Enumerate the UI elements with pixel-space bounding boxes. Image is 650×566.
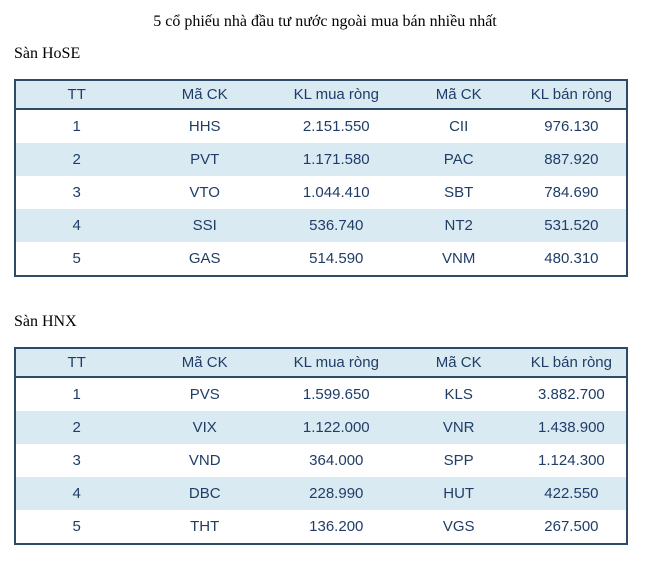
table-cell: 2.151.550 bbox=[272, 109, 401, 143]
table-cell: 1 bbox=[15, 377, 138, 411]
table-row: 4 DBC 228.990 HUT 422.550 bbox=[15, 477, 627, 510]
table-row: 3 VND 364.000 SPP 1.124.300 bbox=[15, 444, 627, 477]
table-row: 2 VIX 1.122.000 VNR 1.438.900 bbox=[15, 411, 627, 444]
table-cell: 1 bbox=[15, 109, 138, 143]
table-cell: 228.990 bbox=[272, 477, 401, 510]
column-header-kl-mua-rong: KL mua ròng bbox=[272, 348, 401, 378]
table-row: 1 PVS 1.599.650 KLS 3.882.700 bbox=[15, 377, 627, 411]
table-cell: VGS bbox=[400, 510, 517, 544]
table-cell: VND bbox=[137, 444, 273, 477]
table-row: 2 PVT 1.171.580 PAC 887.920 bbox=[15, 143, 627, 176]
column-header-ma-ck-buy: Mã CK bbox=[137, 348, 273, 378]
table-cell: 2 bbox=[15, 411, 138, 444]
table-cell: 364.000 bbox=[272, 444, 401, 477]
table-cell: 1.124.300 bbox=[516, 444, 627, 477]
table-cell: 267.500 bbox=[516, 510, 627, 544]
table-cell: SSI bbox=[137, 209, 273, 242]
table-cell: 1.122.000 bbox=[272, 411, 401, 444]
table-cell: 514.590 bbox=[272, 242, 401, 276]
table-cell: 4 bbox=[15, 477, 138, 510]
table-row: 5 GAS 514.590 VNM 480.310 bbox=[15, 242, 627, 276]
table-cell: 3 bbox=[15, 444, 138, 477]
table-cell: DBC bbox=[137, 477, 273, 510]
table-cell: THT bbox=[137, 510, 273, 544]
table-cell: 887.920 bbox=[516, 143, 627, 176]
table-cell: 3 bbox=[15, 176, 138, 209]
column-header-kl-mua-rong: KL mua ròng bbox=[272, 80, 401, 110]
table-cell: 3.882.700 bbox=[516, 377, 627, 411]
table-cell: 1.438.900 bbox=[516, 411, 627, 444]
page-title: 5 cổ phiếu nhà đầu tư nước ngoài mua bán… bbox=[153, 13, 497, 30]
hnx-stock-table: TT Mã CK KL mua ròng Mã CK KL bán ròng 1… bbox=[14, 347, 628, 545]
table-row: 3 VTO 1.044.410 SBT 784.690 bbox=[15, 176, 627, 209]
column-header-ma-ck-buy: Mã CK bbox=[137, 80, 273, 110]
table-cell: PAC bbox=[400, 143, 517, 176]
table-cell: HHS bbox=[137, 109, 273, 143]
column-header-kl-ban-rong: KL bán ròng bbox=[516, 348, 627, 378]
table-header-row: TT Mã CK KL mua ròng Mã CK KL bán ròng bbox=[15, 348, 627, 378]
section-label-hnx: Sàn HNX bbox=[14, 313, 77, 330]
table-cell: 531.520 bbox=[516, 209, 627, 242]
table-cell: 976.130 bbox=[516, 109, 627, 143]
table-cell: 422.550 bbox=[516, 477, 627, 510]
column-header-tt: TT bbox=[15, 80, 138, 110]
hose-stock-table: TT Mã CK KL mua ròng Mã CK KL bán ròng 1… bbox=[14, 79, 628, 277]
table-cell: 784.690 bbox=[516, 176, 627, 209]
table-row: 1 HHS 2.151.550 CII 976.130 bbox=[15, 109, 627, 143]
table-cell: 5 bbox=[15, 510, 138, 544]
table-cell: 4 bbox=[15, 209, 138, 242]
table-cell: PVS bbox=[137, 377, 273, 411]
table-cell: VIX bbox=[137, 411, 273, 444]
table-cell: 1.599.650 bbox=[272, 377, 401, 411]
table-cell: 1.044.410 bbox=[272, 176, 401, 209]
table-cell: VTO bbox=[137, 176, 273, 209]
column-header-ma-ck-sell: Mã CK bbox=[400, 80, 517, 110]
table-cell: KLS bbox=[400, 377, 517, 411]
table-header-row: TT Mã CK KL mua ròng Mã CK KL bán ròng bbox=[15, 80, 627, 110]
table-cell: HUT bbox=[400, 477, 517, 510]
section-label-hose: Sàn HoSE bbox=[14, 45, 81, 62]
column-header-tt: TT bbox=[15, 348, 138, 378]
table-cell: SBT bbox=[400, 176, 517, 209]
table-cell: CII bbox=[400, 109, 517, 143]
column-header-ma-ck-sell: Mã CK bbox=[400, 348, 517, 378]
table-cell: 136.200 bbox=[272, 510, 401, 544]
table-cell: 2 bbox=[15, 143, 138, 176]
table-cell: VNM bbox=[400, 242, 517, 276]
table-cell: 536.740 bbox=[272, 209, 401, 242]
table-row: 5 THT 136.200 VGS 267.500 bbox=[15, 510, 627, 544]
table-cell: 1.171.580 bbox=[272, 143, 401, 176]
section-hnx: Sàn HNX TT Mã CK KL mua ròng Mã CK KL bá… bbox=[0, 313, 650, 545]
table-cell: 5 bbox=[15, 242, 138, 276]
section-hose: Sàn HoSE TT Mã CK KL mua ròng Mã CK KL b… bbox=[0, 45, 650, 277]
table-cell: PVT bbox=[137, 143, 273, 176]
table-cell: SPP bbox=[400, 444, 517, 477]
table-cell: GAS bbox=[137, 242, 273, 276]
table-cell: 480.310 bbox=[516, 242, 627, 276]
column-header-kl-ban-rong: KL bán ròng bbox=[516, 80, 627, 110]
table-cell: NT2 bbox=[400, 209, 517, 242]
table-row: 4 SSI 536.740 NT2 531.520 bbox=[15, 209, 627, 242]
table-cell: VNR bbox=[400, 411, 517, 444]
